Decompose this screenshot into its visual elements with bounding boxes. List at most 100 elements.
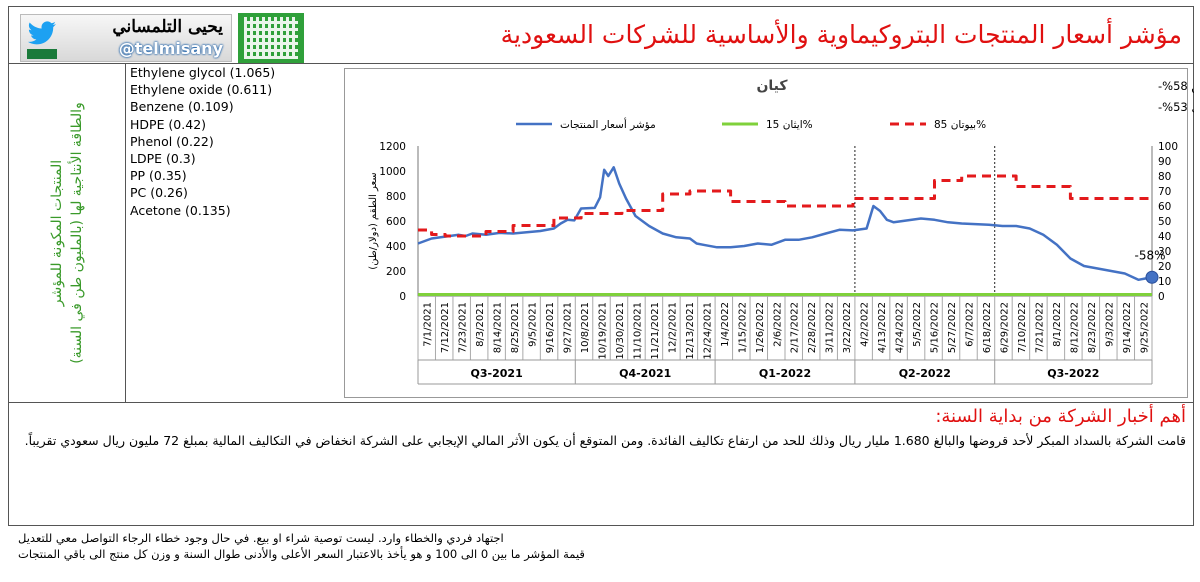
x-tick-label: 7/1/2021 — [423, 302, 434, 347]
product-item: LDPE (0.3) — [130, 151, 196, 167]
x-tick-label: 7/12/2021 — [440, 302, 451, 353]
index-note: قيمة المؤشر ما بين 0 الى 100 و هو يأخذ ب… — [18, 547, 585, 561]
change-annotation: -58% — [1134, 248, 1165, 262]
y-tick-label: 1200 — [379, 141, 406, 153]
y-axis-label: سعر الطقم (دولار/طن) — [368, 172, 379, 269]
vertical-caption-line2: والطاقة الأنتاجية لها (بالمليون طن في ال… — [69, 102, 85, 364]
legend-label: ايثان 15% — [766, 119, 813, 131]
series-line — [417, 166, 1153, 282]
news-body: قامت الشركة بالسداد المبكر لأحد قروضها و… — [24, 433, 1186, 448]
legend-label: بيوتان 85% — [934, 119, 986, 131]
page-title: مؤشر أسعار المنتجات البتروكيماوية والأسا… — [500, 20, 1182, 49]
y-tick-label: 800 — [386, 191, 406, 203]
x-tick-label: 9/14/2022 — [1122, 302, 1133, 353]
x-tick-label: 9/25/2022 — [1139, 302, 1150, 353]
x-tick-label: 5/5/2022 — [912, 302, 923, 347]
x-tick-label: 9/5/2021 — [528, 302, 539, 347]
quarter-label: Q1-2022 — [759, 367, 811, 380]
chart-title: كيان — [756, 78, 788, 94]
quarter-label: Q4-2021 — [619, 367, 671, 380]
x-tick-label: 9/16/2021 — [545, 302, 556, 353]
series-line — [418, 174, 1152, 238]
y-tick-label: 200 — [386, 266, 406, 278]
vertical-caption-line1: المنتجات المكونة للمؤشر — [49, 159, 65, 307]
x-tick-label: 4/13/2022 — [877, 302, 888, 353]
brand-name: يحيى التلمساني — [112, 17, 223, 37]
x-tick-label: 7/21/2022 — [1034, 302, 1045, 353]
x-tick-label: 1/15/2022 — [737, 302, 748, 353]
y2-tick-label: 70 — [1158, 186, 1171, 198]
header: مؤشر أسعار المنتجات البتروكيماوية والأسا… — [8, 6, 1194, 64]
y2-tick-label: 10 — [1158, 276, 1171, 288]
frame — [8, 6, 1194, 526]
twitter-bird-icon — [27, 21, 56, 45]
x-tick-label: 12/24/2021 — [702, 302, 713, 360]
y2-tick-label: 20 — [1158, 261, 1171, 273]
x-tick-label: 9/27/2021 — [563, 302, 574, 353]
x-tick-label: 7/23/2021 — [458, 302, 469, 353]
last-point-marker — [1145, 270, 1159, 284]
product-item: Ethylene oxide (0.611) — [130, 82, 273, 98]
x-tick-label: 4/2/2022 — [860, 302, 871, 347]
x-tick-label: 2/6/2022 — [772, 302, 783, 347]
quarter-label: Q3-2021 — [471, 367, 523, 380]
x-tick-label: 1/26/2022 — [755, 302, 766, 353]
x-tick-label: 10/8/2021 — [580, 302, 591, 353]
x-tick-label: 5/27/2022 — [947, 302, 958, 353]
yoy-change: التغيير عن الربع المماثل 53%- — [1158, 100, 1194, 115]
divider — [8, 402, 1194, 403]
quarter-label: Q2-2022 — [899, 367, 951, 380]
x-tick-label: 2/28/2022 — [807, 302, 818, 353]
product-item: PP (0.35) — [130, 168, 187, 184]
x-tick-label: 11/21/2021 — [650, 302, 661, 360]
x-tick-label: 12/2/2021 — [667, 302, 678, 353]
y2-tick-label: 30 — [1158, 246, 1171, 258]
x-tick-label: 9/3/2022 — [1104, 302, 1115, 347]
x-tick-label: 11/10/2021 — [632, 302, 643, 360]
y2-tick-label: 60 — [1158, 201, 1171, 213]
x-tick-label: 7/10/2022 — [1017, 302, 1028, 353]
chart-border — [344, 68, 1188, 398]
x-tick-label: 12/13/2021 — [685, 302, 696, 360]
x-tick-label: 8/25/2021 — [510, 302, 521, 353]
product-list: Ethylene glycol (1.065) Ethylene oxide (… — [126, 64, 340, 402]
x-tick-label: 10/19/2021 — [598, 302, 609, 360]
plot-area: 0 200 400 600 800 1000 1200 0 10 20 30 40 50 60 70 80 90… — [379, 141, 1178, 385]
x-tick-label: 1/4/2022 — [720, 302, 731, 347]
y2-tick-label: 50 — [1158, 216, 1171, 228]
x-tick-label: 2/17/2022 — [790, 302, 801, 353]
y2-tick-label: 100 — [1158, 141, 1178, 153]
product-item: Phenol (0.22) — [130, 133, 214, 149]
brand-badge: يحيى التلمساني @telmisany — [20, 14, 232, 62]
y-tick-label: 0 — [399, 291, 406, 303]
y-tick-label: 600 — [386, 216, 406, 228]
y-tick-label: 400 — [386, 241, 406, 253]
x-tick-label: 8/23/2022 — [1087, 302, 1098, 353]
x-tick-label: 3/11/2022 — [825, 302, 836, 353]
qr-code-icon — [238, 13, 304, 63]
chart-legend: مؤشر أسعار المنتجات ايثان 15% بيوتان 85% — [516, 117, 986, 131]
x-tick-label: 6/18/2022 — [982, 302, 993, 353]
product-item: Benzene (0.109) — [130, 99, 234, 115]
x-tick-label: 5/16/2022 — [930, 302, 941, 353]
x-tick-label: 6/7/2022 — [965, 302, 976, 347]
quarter-label: Q3-2022 — [1047, 367, 1099, 380]
x-tick-label: 8/12/2022 — [1069, 302, 1080, 353]
y2-tick-label: 90 — [1158, 156, 1171, 168]
vertical-caption: المنتجات المكونة للمؤشر والطاقة الأنتاجي… — [47, 102, 87, 364]
x-tick-label: 10/30/2021 — [615, 302, 626, 360]
x-tick-label: 6/29/2022 — [999, 302, 1010, 353]
y2-tick-label: 40 — [1158, 231, 1171, 243]
y2-tick-label: 80 — [1158, 171, 1171, 183]
x-tick-label: 8/14/2021 — [493, 302, 504, 353]
legend-label: مؤشر أسعار المنتجات — [560, 117, 656, 131]
product-item: Acetone (0.135) — [130, 202, 231, 218]
x-tick-label: 8/1/2022 — [1052, 302, 1063, 347]
x-tick-label: 4/24/2022 — [895, 302, 906, 353]
index-composition-label: المنتجات المكونة للمؤشر والطاقة الأنتاجي… — [8, 64, 126, 402]
brand-handle: @telmisany — [118, 39, 223, 58]
news-heading: أهم أخبار الشركة من بداية السنة: — [935, 406, 1186, 427]
chart-panel: كيان التغيير عن الربع السابق 58%- التغيي… — [340, 64, 1194, 402]
product-item: PC (0.26) — [130, 185, 188, 201]
product-item: HDPE (0.42) — [130, 116, 207, 132]
